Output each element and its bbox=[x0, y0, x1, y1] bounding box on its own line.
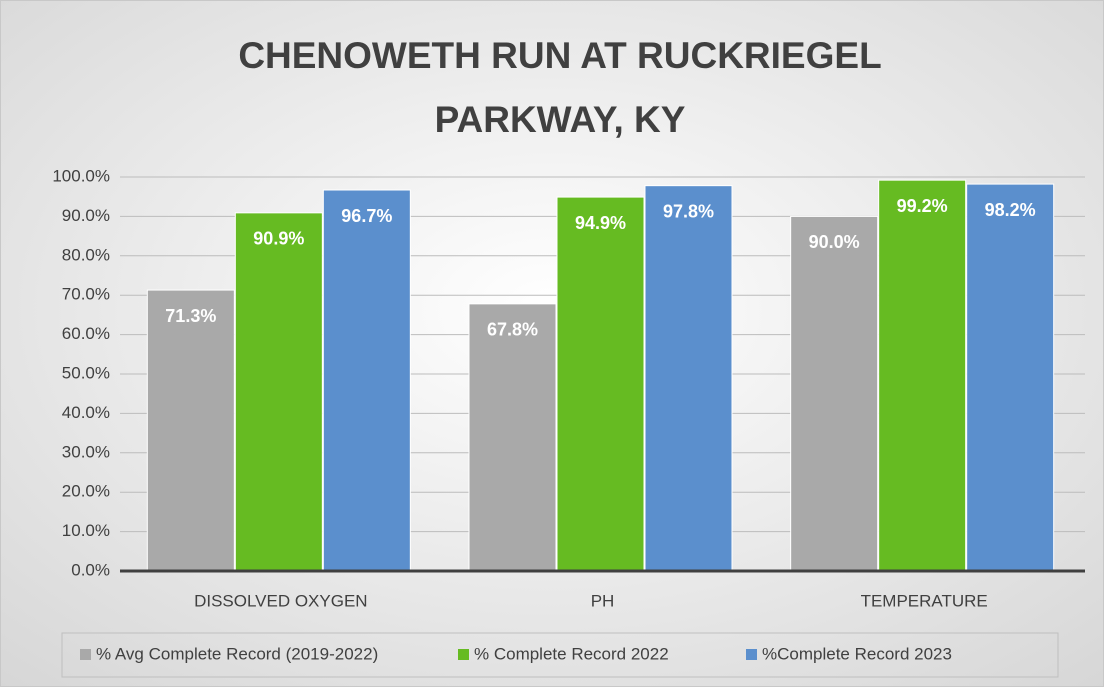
bar bbox=[878, 179, 967, 572]
data-label: 98.2% bbox=[985, 200, 1036, 220]
y-tick-label: 80.0% bbox=[62, 245, 110, 264]
x-tick-label: DISSOLVED OXYGEN bbox=[194, 591, 368, 610]
y-tick-label: 90.0% bbox=[62, 206, 110, 225]
y-tick-label: 0.0% bbox=[71, 560, 110, 579]
data-label: 67.8% bbox=[487, 320, 538, 340]
legend-swatch bbox=[458, 649, 469, 660]
y-tick-label: 20.0% bbox=[62, 482, 110, 501]
data-label: 96.7% bbox=[341, 206, 392, 226]
bar bbox=[644, 185, 733, 572]
y-tick-label: 60.0% bbox=[62, 324, 110, 343]
bar bbox=[556, 196, 645, 572]
legend-label: % Complete Record 2022 bbox=[474, 644, 669, 663]
y-tick-label: 50.0% bbox=[62, 363, 110, 382]
y-tick-label: 70.0% bbox=[62, 285, 110, 304]
bar bbox=[146, 289, 235, 572]
bar bbox=[790, 215, 879, 572]
data-label: 97.8% bbox=[663, 201, 714, 221]
data-label: 90.0% bbox=[809, 232, 860, 252]
legend-label: %Complete Record 2023 bbox=[762, 644, 952, 663]
x-tick-label: PH bbox=[591, 591, 615, 610]
y-tick-label: 30.0% bbox=[62, 442, 110, 461]
bar bbox=[966, 183, 1055, 572]
x-tick-label: TEMPERATURE bbox=[861, 591, 988, 610]
legend-swatch bbox=[80, 649, 91, 660]
data-label: 90.9% bbox=[253, 229, 304, 249]
data-label: 99.2% bbox=[897, 196, 948, 216]
legend-label: % Avg Complete Record (2019-2022) bbox=[96, 644, 378, 663]
data-label: 71.3% bbox=[165, 306, 216, 326]
bar bbox=[322, 189, 411, 572]
y-tick-label: 10.0% bbox=[62, 521, 110, 540]
y-tick-label: 40.0% bbox=[62, 403, 110, 422]
bar bbox=[468, 303, 557, 572]
chart-title: PARKWAY, KY bbox=[435, 99, 686, 140]
data-label: 94.9% bbox=[575, 213, 626, 233]
legend-box bbox=[61, 632, 1059, 678]
bar bbox=[234, 212, 323, 572]
chart-title: CHENOWETH RUN AT RUCKRIEGEL bbox=[238, 35, 881, 76]
legend-swatch bbox=[746, 649, 757, 660]
y-tick-label: 100.0% bbox=[52, 166, 110, 185]
